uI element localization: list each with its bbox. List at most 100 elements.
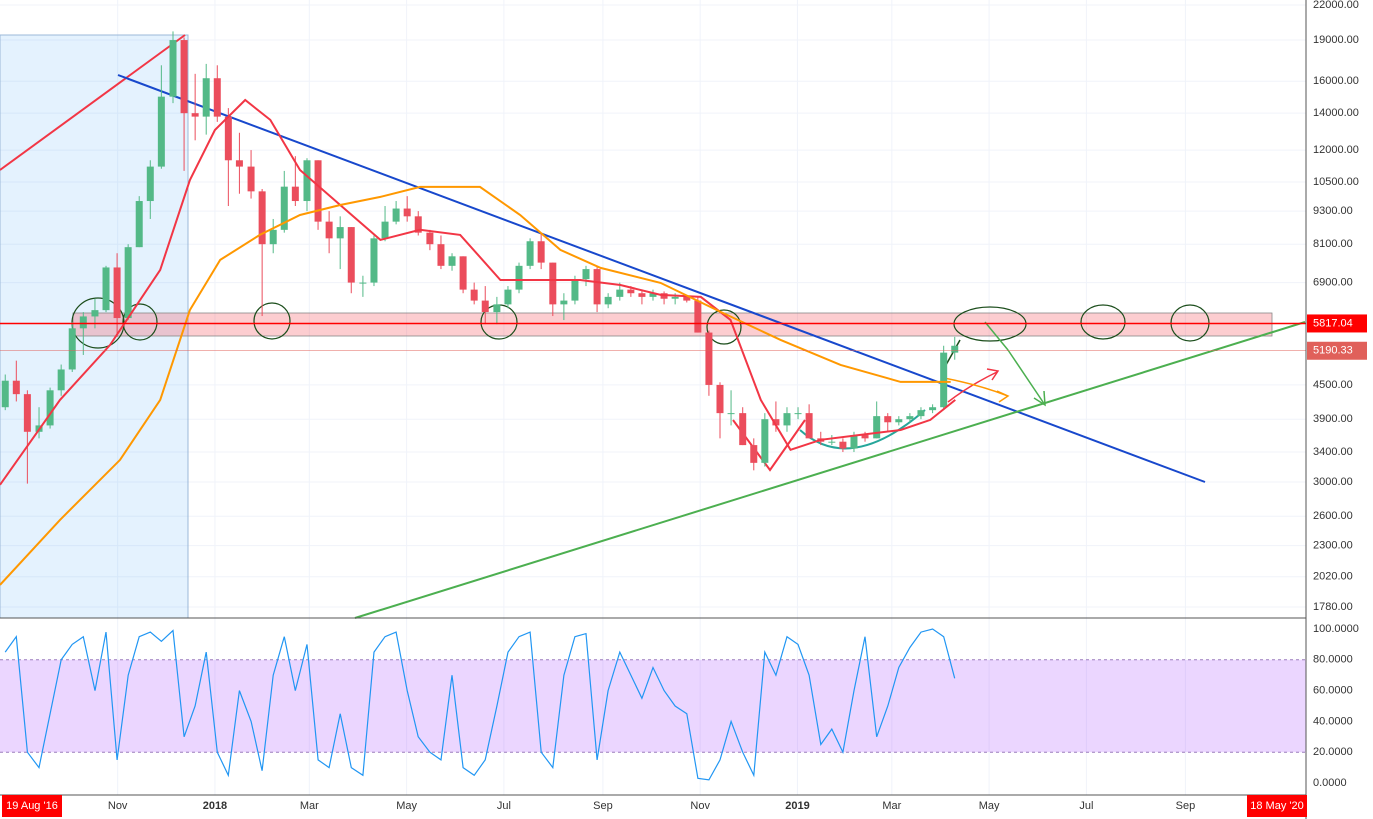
x-tick-label: Mar <box>882 800 901 812</box>
y-tick-label: 1780.00 <box>1313 601 1353 613</box>
candle-body <box>638 293 646 297</box>
candle-body <box>649 293 657 297</box>
candle-body <box>940 352 948 408</box>
stoch-tick-label: 20.0000 <box>1313 746 1353 758</box>
candle-body <box>828 441 836 443</box>
candle-body <box>291 186 299 202</box>
candle-body <box>549 262 557 305</box>
stoch-band <box>0 659 1306 753</box>
trend-line <box>117 74 1206 483</box>
candle-body <box>247 166 255 192</box>
price-label: 5817.04 <box>1313 317 1353 329</box>
candle-body <box>560 300 568 305</box>
candle-body <box>951 345 959 353</box>
y-tick-label: 3000.00 <box>1313 476 1353 488</box>
resistance-zone <box>72 312 1273 337</box>
y-tick-label: 16000.00 <box>1313 75 1359 87</box>
candle-body <box>604 296 612 305</box>
y-tick-label: 14000.00 <box>1313 107 1359 119</box>
x-tick-label: May <box>979 800 1000 812</box>
candle-body <box>1 380 9 408</box>
candle-body <box>537 241 545 263</box>
x-tick-label: Sep <box>593 800 613 812</box>
stoch-tick-label: 0.0000 <box>1313 777 1347 789</box>
candle-body <box>403 208 411 217</box>
stoch-line <box>4 628 956 781</box>
moving-average <box>0 98 956 486</box>
candle-body <box>750 445 758 463</box>
candle-body <box>448 256 456 266</box>
stoch-tick-label: 100.0000 <box>1313 623 1359 635</box>
candle-body <box>470 289 478 301</box>
y-tick-label: 3900.00 <box>1313 413 1353 425</box>
candle-body <box>325 221 333 239</box>
candle-body <box>359 282 367 284</box>
candle-body <box>180 40 188 114</box>
candle-body <box>761 419 769 463</box>
candle-body <box>191 113 199 117</box>
candle-body <box>873 416 881 439</box>
candle-body <box>783 413 791 426</box>
candle-body <box>683 296 691 301</box>
x-tick-label: Nov <box>690 800 710 812</box>
candle-body <box>124 247 132 319</box>
candle-body <box>57 369 65 391</box>
candle-body <box>336 227 344 239</box>
drawings <box>0 34 1306 619</box>
candle-body <box>213 78 221 117</box>
y-tick-label: 19000.00 <box>1313 34 1359 46</box>
candle-body <box>414 216 422 233</box>
candle-body <box>504 289 512 305</box>
candle-body <box>79 316 87 329</box>
price-label-box <box>1307 314 1367 333</box>
candle-body <box>929 407 937 411</box>
x-tick-label: Mar <box>300 800 319 812</box>
candle-body <box>23 394 31 432</box>
candle-body <box>515 265 523 290</box>
candle-body <box>392 208 400 222</box>
candle-body <box>12 380 20 395</box>
candle-body <box>370 238 378 283</box>
candle-body <box>493 304 501 313</box>
range-start-box <box>2 795 62 817</box>
candle-body <box>169 40 177 97</box>
candle-body <box>481 300 489 313</box>
x-tick-label: 2018 <box>203 800 227 812</box>
candle-body <box>135 201 143 248</box>
candle-body <box>582 269 590 280</box>
candle-body <box>906 416 914 420</box>
trend-line <box>0 34 186 171</box>
x-tick-label: Nov <box>108 800 128 812</box>
candle-body <box>426 232 434 245</box>
candle-body <box>895 419 903 423</box>
candle-body <box>102 267 110 311</box>
x-tick-label: Jul <box>1079 800 1093 812</box>
y-tick-label: 6900.00 <box>1313 276 1353 288</box>
candle-body <box>884 416 892 423</box>
candle-body <box>235 160 243 167</box>
candle-body <box>571 279 579 301</box>
candle-body <box>280 186 288 230</box>
x-tick-label: Sep <box>1176 800 1196 812</box>
price-label: 5190.33 <box>1313 345 1353 357</box>
candle-body <box>91 310 99 317</box>
candle-body <box>805 413 813 439</box>
candle-body <box>694 300 702 333</box>
range-end-label: 18 May '20 <box>1250 800 1303 812</box>
y-tick-label: 8100.00 <box>1313 238 1353 250</box>
stoch-tick-label: 40.0000 <box>1313 715 1353 727</box>
candle-body <box>437 244 445 266</box>
candle-body <box>705 332 713 385</box>
x-tick-label: May <box>396 800 417 812</box>
candle-body <box>671 296 679 299</box>
candle-body <box>46 390 54 426</box>
candle-body <box>593 269 601 305</box>
candle-body <box>526 241 534 266</box>
y-tick-label: 2300.00 <box>1313 540 1353 552</box>
y-tick-label: 22000.00 <box>1313 0 1359 11</box>
candle-body <box>224 116 232 161</box>
y-tick-label: 2600.00 <box>1313 510 1353 522</box>
price-label-box <box>1307 341 1367 360</box>
candle-body <box>459 256 467 290</box>
moving-average <box>0 185 951 586</box>
